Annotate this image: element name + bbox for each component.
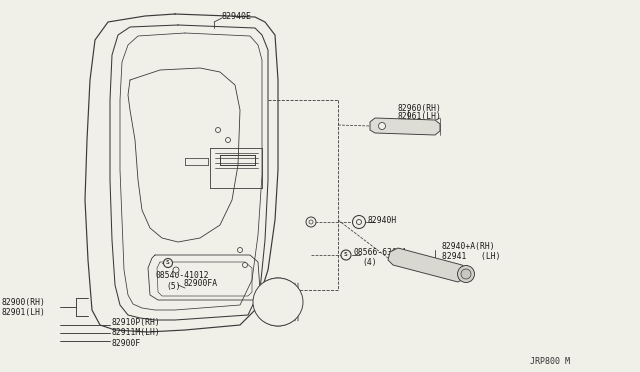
Circle shape (225, 138, 230, 142)
Circle shape (356, 219, 362, 224)
Text: 82940+A(RH): 82940+A(RH) (442, 241, 495, 250)
Text: (5): (5) (166, 282, 180, 291)
Text: 82911M(LH): 82911M(LH) (112, 328, 161, 337)
Text: 82940H: 82940H (368, 215, 397, 224)
Text: S: S (166, 260, 170, 266)
Circle shape (163, 259, 173, 267)
Text: 08540-41012: 08540-41012 (156, 272, 210, 280)
Circle shape (254, 278, 302, 326)
Circle shape (237, 247, 243, 253)
Polygon shape (370, 118, 440, 135)
Circle shape (461, 269, 471, 279)
Circle shape (458, 266, 474, 282)
Text: (4): (4) (362, 257, 376, 266)
Circle shape (309, 220, 313, 224)
Text: 08566-6302A: 08566-6302A (354, 247, 408, 257)
Text: 82900F: 82900F (112, 339, 141, 347)
Circle shape (306, 217, 316, 227)
Text: 82910P(RH): 82910P(RH) (112, 318, 161, 327)
Circle shape (353, 215, 365, 228)
Text: 82901(LH): 82901(LH) (2, 308, 46, 317)
Text: 82961(LH): 82961(LH) (398, 112, 442, 121)
Text: S: S (344, 253, 348, 257)
Text: 82900(RH): 82900(RH) (2, 298, 46, 308)
Text: JRP800 M: JRP800 M (530, 357, 570, 366)
Circle shape (341, 250, 351, 260)
Circle shape (378, 122, 385, 129)
Circle shape (243, 263, 248, 267)
Ellipse shape (253, 278, 303, 326)
Text: 82941   (LH): 82941 (LH) (442, 251, 500, 260)
Text: 82960(RH): 82960(RH) (398, 103, 442, 112)
Text: 82940E: 82940E (222, 12, 252, 20)
Circle shape (173, 267, 179, 273)
Text: 82900FA: 82900FA (184, 279, 218, 288)
Polygon shape (388, 248, 468, 282)
Circle shape (216, 128, 221, 132)
